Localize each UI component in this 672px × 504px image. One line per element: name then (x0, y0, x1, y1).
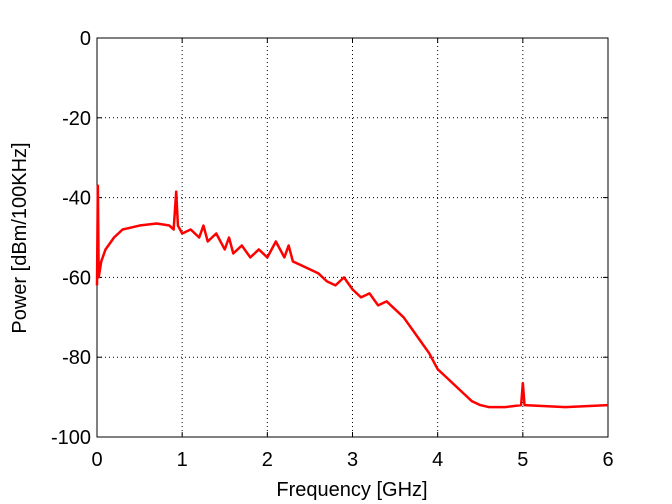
x-axis-label: Frequency [GHz] (276, 479, 427, 501)
x-tick-label: 5 (517, 449, 528, 471)
y-tick-label: -60 (62, 267, 91, 289)
y-tick-label: -100 (51, 427, 91, 449)
y-tick-label: -80 (62, 347, 91, 369)
x-tick-label: 1 (177, 449, 188, 471)
data-line (95, 184, 609, 409)
x-tick-label: 3 (347, 449, 358, 471)
x-tick-label: 4 (432, 449, 443, 471)
y-tick-label: -40 (62, 188, 91, 210)
y-tick-label: -20 (62, 108, 91, 130)
x-tick-label: 6 (602, 449, 613, 471)
y-axis-label: Power [dBm/100KHz] (9, 142, 31, 333)
y-tick-label: 0 (80, 28, 91, 50)
x-tick-label: 2 (262, 449, 273, 471)
x-tick-label: 0 (91, 449, 102, 471)
